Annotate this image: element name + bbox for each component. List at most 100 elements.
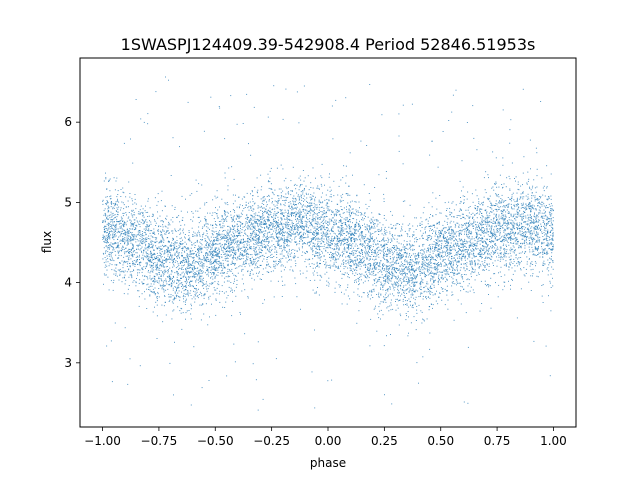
data-point — [246, 252, 248, 254]
data-point — [437, 283, 439, 285]
data-point — [156, 247, 158, 249]
data-point — [436, 257, 438, 259]
data-point — [346, 206, 347, 208]
data-point — [190, 267, 192, 269]
data-point — [203, 255, 204, 257]
data-point — [386, 275, 388, 277]
data-point — [434, 263, 435, 265]
data-point — [350, 265, 352, 267]
data-point — [396, 241, 398, 243]
data-point — [352, 208, 354, 210]
data-point — [533, 179, 535, 181]
data-point — [152, 262, 154, 264]
data-point — [187, 276, 189, 278]
data-point — [525, 223, 527, 225]
data-point — [516, 204, 518, 206]
data-point — [450, 264, 452, 265]
data-point — [456, 244, 458, 246]
data-point — [188, 278, 189, 280]
data-point — [165, 259, 167, 261]
data-point — [266, 236, 268, 238]
data-point — [183, 265, 184, 267]
data-point — [360, 234, 362, 236]
data-point — [542, 216, 544, 218]
data-point — [348, 246, 350, 248]
data-point — [503, 264, 505, 266]
data-point — [108, 233, 110, 235]
data-point — [524, 252, 525, 254]
data-point — [177, 279, 179, 281]
data-point — [522, 88, 524, 90]
data-point — [422, 272, 424, 274]
data-point — [526, 198, 528, 200]
data-point — [369, 245, 370, 247]
data-point — [161, 241, 163, 243]
data-point — [319, 259, 321, 261]
data-point — [343, 263, 344, 265]
data-point — [470, 230, 472, 232]
data-point — [233, 255, 234, 257]
data-point — [401, 235, 403, 237]
data-point — [164, 295, 165, 297]
data-point — [397, 253, 399, 255]
data-point — [490, 236, 492, 237]
data-point — [328, 230, 330, 232]
data-point — [312, 207, 314, 209]
data-point — [282, 285, 284, 286]
data-point — [349, 270, 351, 272]
data-point — [552, 268, 554, 270]
data-point — [193, 257, 195, 259]
data-point — [457, 243, 459, 245]
data-point — [174, 206, 176, 208]
data-point — [118, 279, 120, 281]
data-point — [478, 227, 480, 228]
data-point — [165, 261, 167, 263]
data-point — [145, 251, 147, 253]
data-point — [159, 230, 161, 232]
data-point — [517, 211, 519, 213]
data-point — [383, 217, 385, 219]
data-point — [430, 263, 432, 264]
data-point — [309, 218, 311, 220]
data-point — [406, 244, 408, 246]
data-point — [515, 254, 517, 256]
data-point — [292, 224, 294, 226]
data-point — [409, 264, 410, 265]
data-point — [122, 241, 124, 242]
data-point — [239, 247, 241, 249]
data-point — [253, 213, 255, 215]
data-point — [152, 236, 154, 238]
data-point — [521, 205, 523, 207]
data-point — [415, 258, 416, 260]
data-point — [477, 206, 479, 208]
data-point — [433, 267, 435, 269]
data-point — [420, 224, 421, 226]
data-point — [258, 234, 260, 236]
data-point — [466, 279, 468, 281]
data-point — [201, 248, 203, 250]
data-point — [505, 263, 507, 265]
data-point — [219, 230, 221, 232]
data-point — [289, 235, 291, 237]
data-point — [268, 180, 269, 182]
data-point — [234, 221, 236, 223]
data-point — [289, 224, 291, 226]
data-point — [433, 274, 435, 276]
data-point — [270, 254, 272, 256]
data-point — [308, 193, 309, 195]
data-point — [332, 253, 333, 255]
data-point — [462, 229, 464, 231]
data-point — [487, 199, 489, 201]
data-point — [401, 268, 403, 270]
data-point — [205, 223, 207, 225]
data-point — [499, 230, 501, 232]
data-point — [224, 177, 226, 179]
data-point — [186, 278, 187, 280]
data-point — [230, 217, 232, 218]
data-point — [530, 290, 532, 291]
data-point — [456, 245, 457, 247]
data-point — [259, 222, 261, 224]
data-point — [408, 291, 410, 293]
data-point — [344, 242, 346, 244]
data-point — [220, 236, 221, 238]
